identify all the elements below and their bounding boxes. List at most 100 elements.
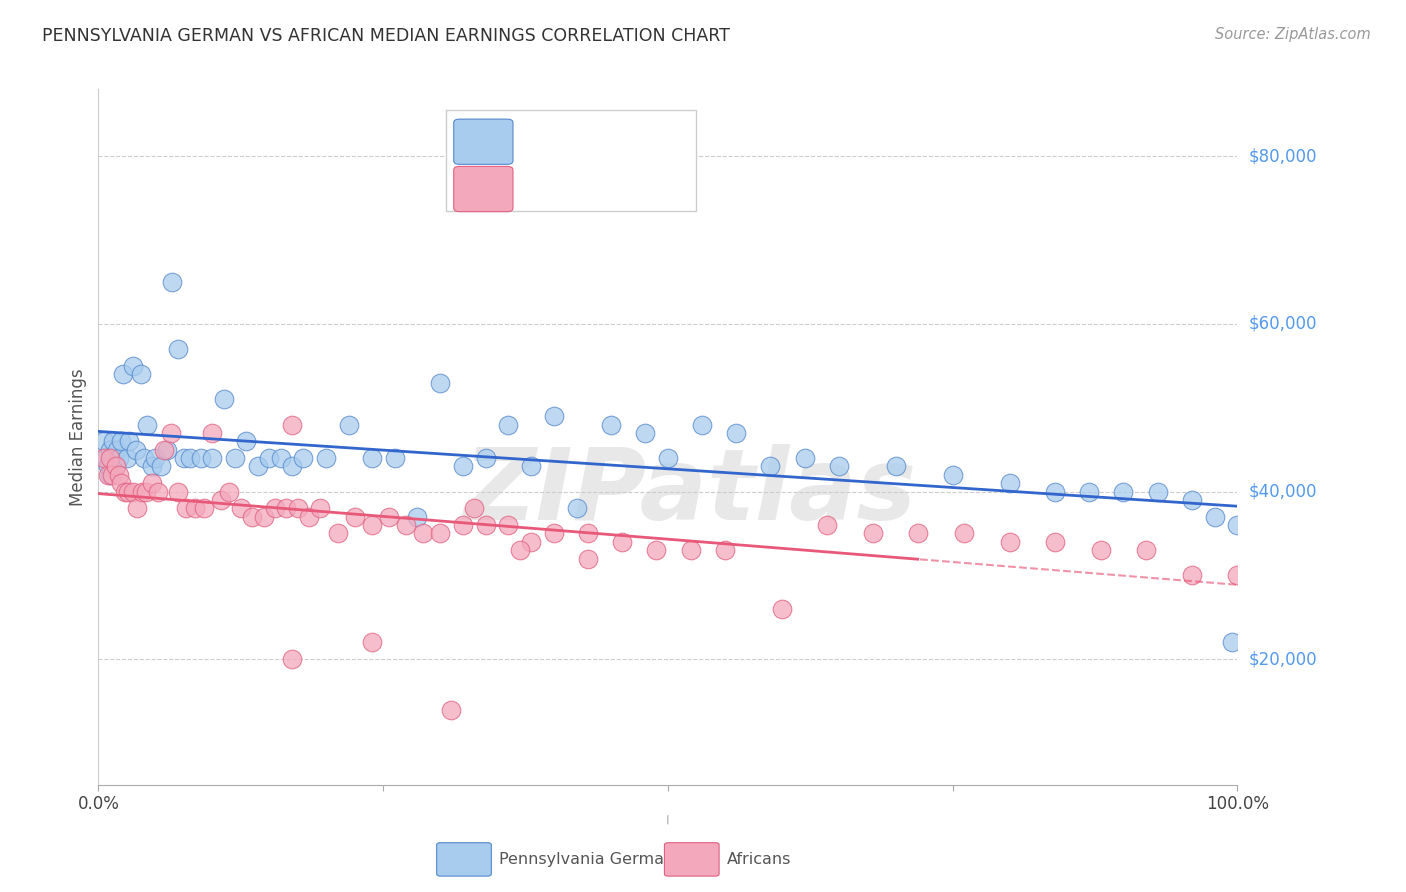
Point [360,635,382,649]
Point [281,652,304,666]
Point [429,526,451,541]
Point [612,534,634,549]
Point [509,543,531,558]
Text: ZIPatlas: ZIPatlas [464,444,917,541]
Point [498,417,520,432]
Point [190,450,212,465]
Point [136,417,159,432]
Point [309,501,332,516]
Text: N =: N = [617,180,655,198]
Point [998,476,1021,491]
Point [690,417,713,432]
Text: $20,000: $20,000 [1249,650,1317,668]
Point [179,450,201,465]
Point [281,459,304,474]
Point [252,509,274,524]
Point [942,467,965,482]
Point [103,434,125,449]
Point [201,450,224,465]
Point [141,459,163,474]
Point [224,450,246,465]
Point [104,459,127,474]
Point [412,526,434,541]
Text: Source: ZipAtlas.com: Source: ZipAtlas.com [1215,27,1371,42]
Point [543,526,565,541]
Point [337,417,360,432]
Point [118,434,141,449]
FancyBboxPatch shape [437,843,491,876]
Point [679,543,702,558]
Point [132,450,155,465]
Point [378,509,401,524]
Point [98,450,121,465]
Point [235,434,257,449]
Y-axis label: Median Earnings: Median Earnings [69,368,87,506]
Point [212,392,235,407]
Point [1226,568,1249,582]
Point [209,492,232,507]
Point [463,501,485,516]
Point [281,417,304,432]
Point [360,450,382,465]
Point [1204,509,1226,524]
Point [315,450,337,465]
Point [246,459,269,474]
Point [1078,484,1101,499]
Point [1226,518,1249,533]
Point [828,459,851,474]
FancyBboxPatch shape [665,843,718,876]
Point [634,425,657,440]
Point [657,450,679,465]
Point [160,425,183,440]
Point [129,368,152,382]
Point [576,551,599,566]
Point [793,450,815,465]
Point [815,518,838,533]
FancyBboxPatch shape [454,167,513,211]
Point [543,409,565,424]
Point [162,275,184,289]
Text: Pennsylvania Germans: Pennsylvania Germans [499,852,683,867]
Text: Africans: Africans [727,852,792,867]
Text: -0.386: -0.386 [555,180,614,198]
FancyBboxPatch shape [454,120,513,164]
Point [146,484,169,499]
Point [1043,484,1066,499]
Point [93,434,115,449]
Point [264,501,287,516]
Point [218,484,240,499]
Point [110,476,132,491]
Point [498,518,520,533]
Text: N =: N = [617,133,655,151]
Point [600,417,623,432]
Point [141,476,163,491]
Point [167,342,190,356]
Point [474,450,496,465]
Point [104,459,127,474]
Text: 67: 67 [652,180,675,198]
Point [96,467,118,482]
Point [725,425,748,440]
Point [474,518,496,533]
Point [121,484,143,499]
Point [429,376,451,390]
Point [998,534,1021,549]
Point [93,450,115,465]
Point [117,484,139,499]
Point [145,450,167,465]
Point [101,467,124,482]
Text: $60,000: $60,000 [1249,315,1317,333]
Point [229,501,252,516]
Point [759,459,782,474]
Point [135,484,157,499]
Text: 68: 68 [652,133,675,151]
Point [125,442,148,457]
Point [1135,543,1157,558]
Point [1112,484,1135,499]
Point [240,509,263,524]
Point [259,450,281,465]
Point [406,509,429,524]
Point [520,534,543,549]
Point [884,459,907,474]
Point [384,450,406,465]
